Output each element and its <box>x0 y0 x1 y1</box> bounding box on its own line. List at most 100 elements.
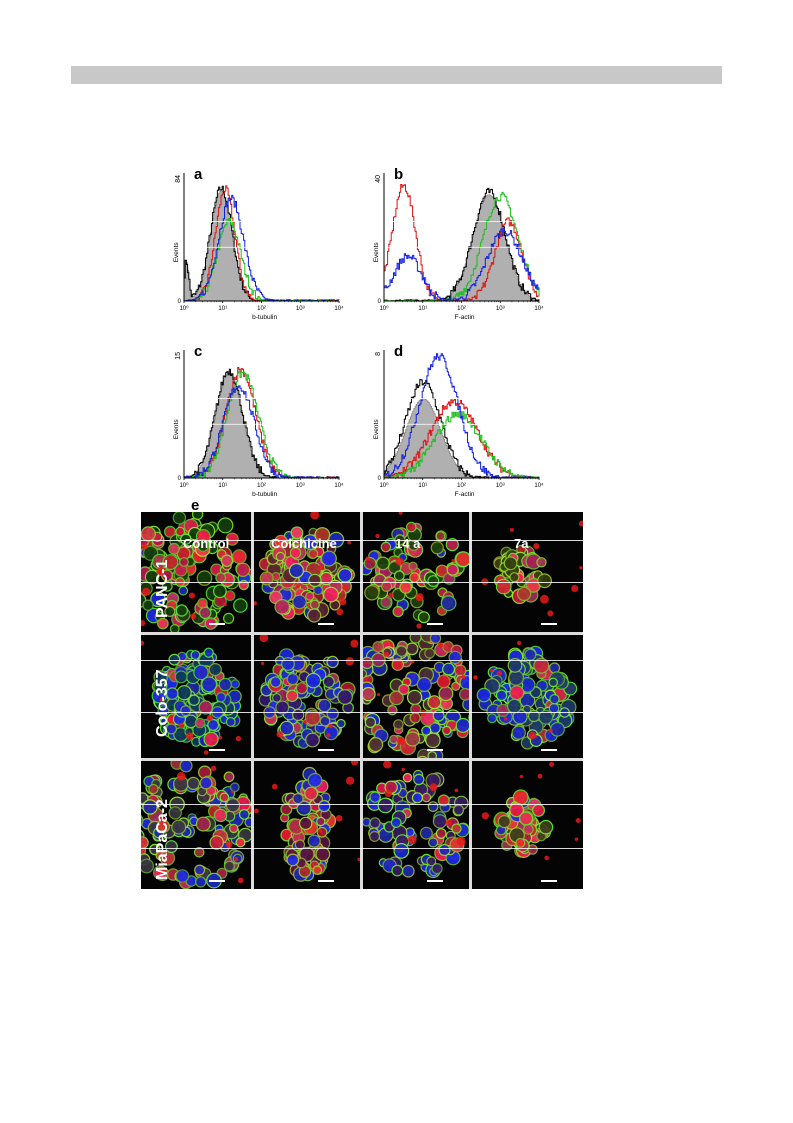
red-speck <box>384 789 392 798</box>
cell-blob <box>195 876 207 888</box>
scale-bar <box>541 749 557 751</box>
histogram-b-series-green <box>384 191 540 302</box>
cell-blob <box>427 575 440 588</box>
histogram-c-xtick: 10² <box>257 483 266 489</box>
red-speck <box>451 559 455 563</box>
histogram-c-xtick: 10⁰ <box>179 482 189 489</box>
red-speck <box>571 585 579 592</box>
cell-blob <box>427 837 439 848</box>
panel-letter-c: c <box>194 343 202 360</box>
histogram-c-xtick: 10⁴ <box>334 482 344 489</box>
cell-blob <box>363 668 368 679</box>
cell-blob <box>441 725 452 736</box>
micrograph-panc-1-7a <box>472 512 583 632</box>
cell-blob <box>175 869 190 883</box>
cell-blob <box>440 595 457 612</box>
cell-blob <box>288 562 305 579</box>
column-label-colchicine: Colchicine <box>271 536 337 551</box>
histogram-b-series-filled <box>384 194 540 302</box>
histogram-svg-a: 10⁰ 10¹ 10² 10³ 10⁴ 0 84 Events b-tubulin a <box>173 166 344 321</box>
red-speck <box>533 543 540 550</box>
cell-blob <box>165 687 179 700</box>
grid-row-separator <box>141 758 583 761</box>
cell-blob <box>186 776 201 790</box>
red-speck <box>350 639 359 648</box>
red-speck <box>342 584 349 591</box>
cell-blob <box>368 737 384 753</box>
cell-blob <box>312 865 323 875</box>
histogram-c-xtick: 10¹ <box>218 483 227 489</box>
cell-blob <box>548 677 558 688</box>
red-speck <box>261 661 265 665</box>
cell-blob <box>451 823 462 834</box>
cell-blob <box>179 557 189 567</box>
scan-line <box>141 804 583 805</box>
histogram-c-ytick-max: 15 <box>175 352 182 360</box>
cell-blob <box>224 590 236 602</box>
cell-blob <box>533 657 550 674</box>
cell-blob <box>259 571 274 586</box>
cell-blob <box>196 570 213 586</box>
cell-blob <box>212 584 227 599</box>
red-speck <box>365 556 370 561</box>
cell-blob <box>141 858 154 874</box>
cell-blob <box>168 806 182 820</box>
cell-blob <box>393 842 410 859</box>
scan-line <box>141 712 583 713</box>
cell-blob <box>220 554 234 567</box>
histogram-b-ylabel: Events <box>373 242 380 263</box>
red-speck <box>438 642 444 648</box>
cell-blob <box>313 585 323 596</box>
cell-blob <box>168 542 180 555</box>
cell-blob <box>435 828 447 839</box>
red-speck <box>235 735 242 742</box>
histogram-d-xtick: 10⁴ <box>534 482 544 489</box>
scan-line <box>141 660 583 661</box>
cell-blob <box>196 539 210 552</box>
cell-blob <box>516 586 532 602</box>
cell-blob <box>369 791 381 803</box>
red-speck <box>159 697 165 703</box>
cell-blob <box>537 573 552 589</box>
red-speck <box>346 776 355 785</box>
red-speck <box>238 877 244 884</box>
cell-blob <box>421 725 432 736</box>
cell-blob <box>231 549 247 565</box>
cell-blob <box>430 541 444 555</box>
cell-blob <box>153 670 168 685</box>
cell-blob <box>442 662 456 676</box>
cell-blob <box>235 837 246 848</box>
cell-blob <box>178 585 189 596</box>
histogram-c-ylabel: Events <box>173 419 180 440</box>
cell-blob <box>150 591 166 608</box>
histogram-b-xtick: 10⁰ <box>379 305 389 312</box>
cell-blob <box>238 809 250 820</box>
cell-blob <box>401 864 415 878</box>
histogram-panel-c: 10⁰ 10¹ 10² 10³ 10⁴ 0 15 Events b-tubulin c <box>168 340 358 500</box>
cell-blob <box>229 782 240 793</box>
cell-blob <box>429 635 442 644</box>
scale-bar <box>318 623 334 625</box>
histogram-d-xtick: 10² <box>457 483 466 489</box>
red-speck <box>496 670 503 677</box>
histogram-d-ylabel: Events <box>373 419 380 440</box>
cell-blob <box>515 837 526 848</box>
cell-blob <box>164 605 176 617</box>
cell-blob <box>427 751 437 758</box>
cell-blob <box>203 647 214 658</box>
red-speck <box>575 818 581 823</box>
row-label-panc-1: PANC-1 <box>154 559 171 618</box>
cell-blob <box>233 598 248 613</box>
red-speck <box>203 750 209 755</box>
cell-blob <box>509 572 520 583</box>
cell-blob <box>302 534 319 550</box>
cell-blob <box>417 755 428 758</box>
scale-bar <box>541 623 557 625</box>
cell-blob <box>317 799 331 813</box>
cell-blob <box>198 606 212 620</box>
cell-blob <box>445 537 459 552</box>
cell-blob <box>476 687 492 703</box>
cell-blob <box>511 725 526 740</box>
red-speck <box>357 857 360 861</box>
red-speck <box>328 723 333 729</box>
